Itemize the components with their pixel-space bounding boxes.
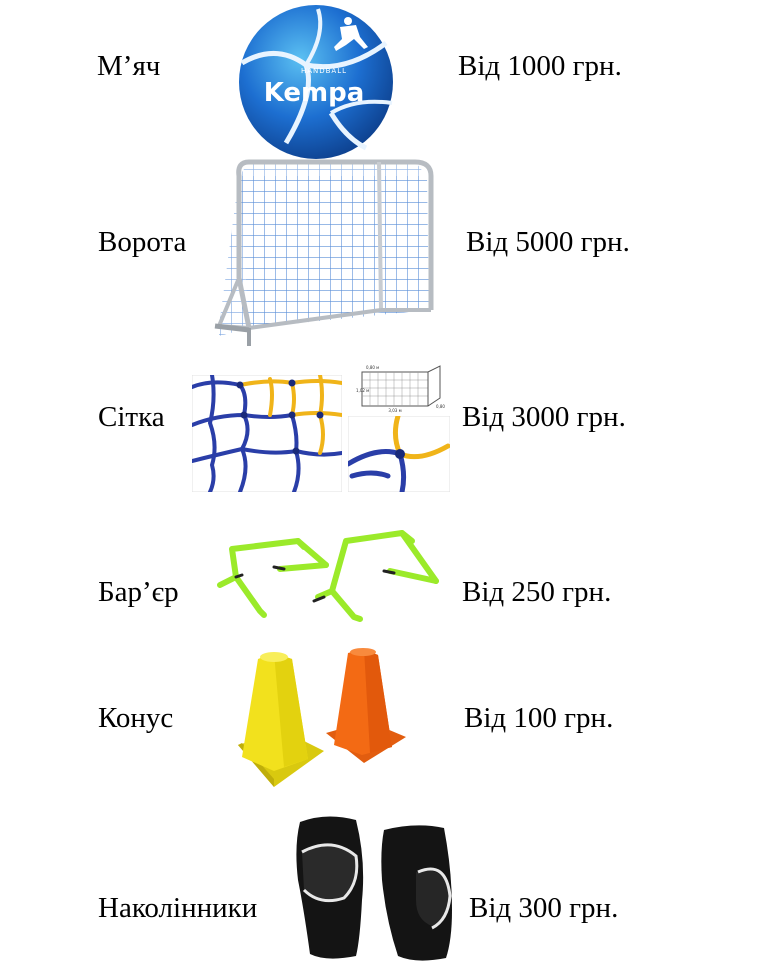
item-label-knee-pads: Наколінники — [98, 892, 258, 924]
item-price-knee-pads: Від 300 грн. — [469, 892, 619, 924]
hurdle-icon — [214, 521, 444, 625]
net-icon — [192, 375, 342, 492]
cone-icon — [234, 647, 414, 789]
net-knot-icon — [348, 416, 450, 492]
item-label-goal: Ворота — [98, 226, 187, 258]
net-diagram-depth-bottom: 0,80 — [436, 404, 445, 409]
knee-pads-icon — [286, 800, 466, 966]
item-label-hurdle: Бар’єр — [98, 576, 179, 608]
item-price-net: Від 3000 грн. — [462, 401, 626, 433]
net-diagram-depth: 0,80 м — [366, 365, 379, 370]
item-label-net: Сітка — [98, 401, 165, 433]
ball-brand-small: HANDBALL — [301, 67, 347, 75]
item-price-ball: Від 1000 грн. — [458, 50, 622, 82]
net-diagram-height: 1,02 м — [356, 388, 369, 393]
item-label-cone: Конус — [98, 702, 174, 734]
item-label-ball: М’яч — [97, 50, 161, 82]
net-diagram-width: 3,03 м — [388, 408, 401, 413]
item-price-hurdle: Від 250 грн. — [462, 576, 612, 608]
item-price-goal: Від 5000 грн. — [466, 226, 630, 258]
ball-brand-text: Kempa — [264, 78, 365, 108]
net-diagram-icon: 3,03 м 1,02 м 0,80 м 0,80 — [348, 362, 450, 414]
handball-icon: HANDBALL Kempa — [236, 3, 396, 161]
goal-icon — [209, 158, 437, 348]
item-price-cone: Від 100 грн. — [464, 702, 614, 734]
